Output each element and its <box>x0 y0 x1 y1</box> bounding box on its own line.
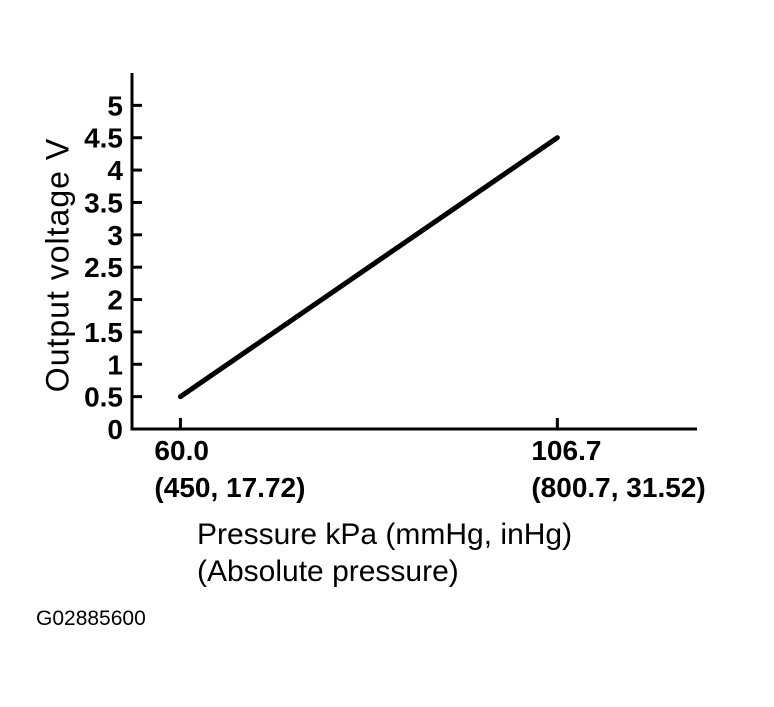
y-tick-label: 4.5 <box>84 123 123 154</box>
y-axis-title: Output voltage V <box>39 137 76 393</box>
y-tick-label: 2.5 <box>84 252 123 283</box>
x-tick-sublabel: (800.7, 31.52) <box>531 472 705 503</box>
y-tick-label: 0 <box>107 414 123 445</box>
x-tick-sublabel: (450, 17.72) <box>154 472 305 503</box>
figure-code: G02885600 <box>36 607 146 630</box>
y-tick-label: 1.5 <box>84 317 123 348</box>
y-tick-label: 0.5 <box>84 382 123 413</box>
x-tick-label: 106.7 <box>531 435 601 466</box>
data-line <box>177 135 560 400</box>
y-tick-label: 1 <box>107 349 123 380</box>
x-axis-title-line2: (Absolute pressure) <box>197 555 459 588</box>
x-tick-label: 60.0 <box>154 435 209 466</box>
y-tick-label: 5 <box>107 90 123 121</box>
y-tick-label: 3.5 <box>84 187 123 218</box>
y-tick-label: 3 <box>107 220 123 251</box>
x-axis-title-line1: Pressure kPa (mmHg, inHg) <box>197 518 573 551</box>
y-tick-label: 4 <box>107 155 123 186</box>
x-axis-title: Pressure kPa (mmHg, inHg) (Absolute pres… <box>197 516 572 590</box>
y-tick-label: 2 <box>107 285 123 316</box>
